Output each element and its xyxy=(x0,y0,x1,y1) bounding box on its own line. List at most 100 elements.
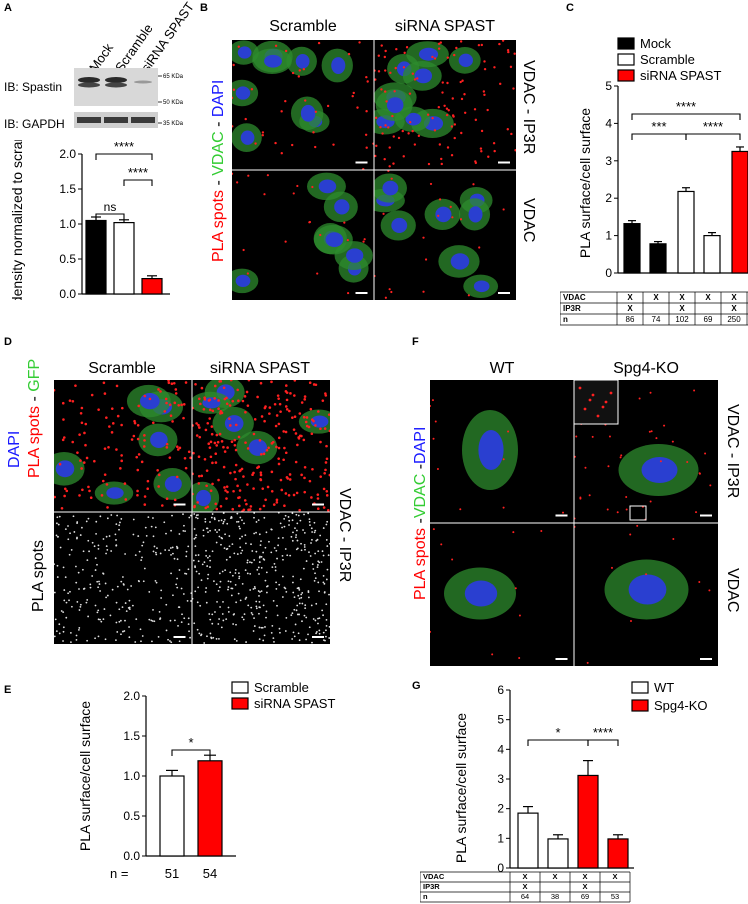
pla-spot xyxy=(232,125,234,128)
pla-spot xyxy=(579,496,582,499)
pla-spot xyxy=(264,498,267,502)
pla-spot xyxy=(438,198,442,201)
pla-spot xyxy=(483,67,487,71)
pla-spot xyxy=(234,423,238,427)
pla-spot xyxy=(134,554,137,556)
pla-spot xyxy=(87,517,90,520)
pla-spot xyxy=(190,592,192,595)
y-tick-label: 6 xyxy=(497,683,504,697)
y-tick-label: 1.0 xyxy=(123,769,140,783)
micro-tile xyxy=(54,512,192,644)
pla-spot xyxy=(141,544,144,547)
pla-spot xyxy=(231,507,235,511)
pla-spot xyxy=(574,525,576,528)
pla-spot xyxy=(655,437,658,440)
pla-spot xyxy=(278,402,282,406)
cell-nucleus xyxy=(240,130,255,145)
pla-spot xyxy=(315,602,318,605)
ylabel-g: PLA surface/cell surface xyxy=(453,713,469,863)
pla-spot xyxy=(309,524,311,527)
pla-spot xyxy=(56,576,59,578)
pla-spot xyxy=(255,605,258,608)
microscopy-grid-f xyxy=(430,380,718,666)
inset-region-box xyxy=(629,505,647,521)
pla-spot xyxy=(308,381,312,385)
pla-spot xyxy=(255,607,258,610)
pla-spot xyxy=(242,618,245,621)
pla-spot xyxy=(87,615,90,618)
pla-spot xyxy=(314,383,318,387)
pla-spot xyxy=(383,55,387,59)
pla-spot xyxy=(241,535,243,538)
pla-spot xyxy=(86,559,89,562)
pla-spot xyxy=(645,573,648,576)
cell-nucleus xyxy=(237,46,252,59)
pla-spot xyxy=(249,589,252,591)
pla-spot xyxy=(256,395,259,399)
pla-spot xyxy=(277,397,280,400)
pla-spot xyxy=(261,487,265,490)
micro-tile xyxy=(374,40,516,170)
pla-spot xyxy=(152,535,155,538)
pla-spot xyxy=(297,587,300,590)
pla-spot xyxy=(480,150,483,153)
pla-spot xyxy=(417,134,421,138)
pla-spot xyxy=(365,146,368,149)
pla-spot xyxy=(316,566,319,569)
pla-spot xyxy=(171,546,174,549)
pla-spot xyxy=(222,465,226,469)
pla-spot xyxy=(323,582,326,585)
pla-spot xyxy=(327,554,330,557)
pla-spot xyxy=(362,240,365,243)
pla-spot xyxy=(238,572,240,575)
table-cell: X xyxy=(582,882,587,891)
pla-spot xyxy=(239,537,241,540)
pla-spot xyxy=(192,424,194,427)
pla-spot xyxy=(214,502,218,506)
pla-spot xyxy=(60,610,63,612)
pla-spot xyxy=(204,428,208,432)
pla-spot xyxy=(300,593,303,596)
pla-spot xyxy=(304,99,307,102)
pla-spot xyxy=(284,548,287,550)
pla-spot xyxy=(455,46,458,50)
pla-spot xyxy=(284,514,287,517)
pla-spot xyxy=(383,90,387,93)
pla-spot xyxy=(132,518,135,521)
pla-spot xyxy=(260,452,263,456)
pla-spot xyxy=(224,569,227,572)
pla-spot xyxy=(96,580,99,583)
pla-spot xyxy=(223,547,226,550)
pla-spot xyxy=(81,526,83,529)
pla-spot xyxy=(202,529,205,532)
pla-spot xyxy=(142,445,146,448)
pla-spot xyxy=(120,518,123,520)
side-label-d-bottom: PLA spots xyxy=(30,539,47,612)
pla-spot xyxy=(459,218,463,221)
pla-spot xyxy=(323,591,326,594)
pla-spot xyxy=(479,147,483,150)
pla-spot xyxy=(275,498,279,502)
pla-spot xyxy=(294,432,298,435)
pla-spot xyxy=(312,568,315,570)
pla-spot xyxy=(105,596,108,599)
pla-spot xyxy=(253,512,256,514)
pla-spot xyxy=(295,513,298,516)
pla-spot xyxy=(75,634,78,637)
pla-spot xyxy=(246,447,250,450)
pla-spot xyxy=(165,442,169,446)
pla-spot xyxy=(295,534,298,536)
pla-spot xyxy=(235,520,238,523)
pla-spot xyxy=(317,410,320,413)
pla-spot xyxy=(250,561,253,564)
pla-spot xyxy=(111,588,114,591)
pla-spot xyxy=(303,466,307,469)
pla-spot xyxy=(208,613,211,615)
pla-spot xyxy=(313,531,316,534)
legend-label: Scramble xyxy=(254,680,309,695)
pla-spot xyxy=(200,579,203,582)
pla-spot xyxy=(169,619,172,622)
pla-spot xyxy=(255,521,258,523)
pla-spot xyxy=(288,473,292,476)
pla-spot xyxy=(283,525,286,528)
